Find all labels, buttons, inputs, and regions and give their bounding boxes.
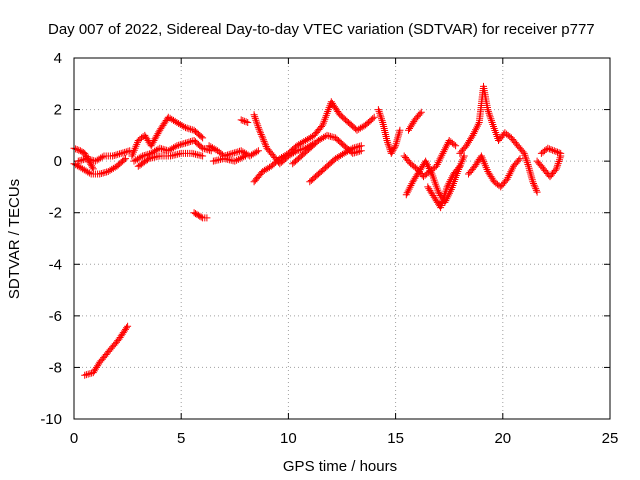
y-tick-label: -6 bbox=[49, 308, 62, 325]
data-point-cluster bbox=[134, 149, 207, 170]
data-points bbox=[70, 82, 565, 379]
data-point-cluster bbox=[209, 152, 249, 165]
data-point-cluster bbox=[289, 131, 365, 168]
x-tick-label: 0 bbox=[70, 430, 78, 447]
data-point-cluster bbox=[456, 82, 502, 157]
data-point-cluster bbox=[237, 116, 252, 126]
grid bbox=[74, 58, 610, 419]
x-tick-label: 25 bbox=[602, 430, 619, 447]
data-point-cluster bbox=[190, 209, 211, 222]
y-tick-label: -4 bbox=[49, 256, 62, 273]
x-tick-label: 20 bbox=[494, 430, 511, 447]
data-point-cluster bbox=[374, 106, 404, 157]
data-point-cluster bbox=[405, 108, 425, 134]
data-point-cluster bbox=[128, 113, 207, 160]
y-tick-label: 2 bbox=[54, 102, 62, 119]
data-point-cluster bbox=[537, 144, 565, 157]
x-tick-label: 10 bbox=[280, 430, 297, 447]
y-axis-label: SDTVAR / TECUs bbox=[6, 179, 23, 299]
y-tick-label: 0 bbox=[54, 153, 62, 170]
data-point-cluster bbox=[465, 152, 524, 191]
plot-frame bbox=[73, 57, 611, 420]
y-tick-label: -2 bbox=[49, 205, 62, 222]
x-tick-label: 15 bbox=[387, 430, 404, 447]
data-point-cluster bbox=[533, 152, 565, 181]
x-axis-label: GPS time / hours bbox=[283, 458, 397, 475]
y-tick-label: 4 bbox=[54, 50, 62, 67]
data-point-cluster bbox=[74, 147, 134, 165]
data-point-cluster bbox=[81, 322, 132, 379]
data-point-cluster bbox=[250, 98, 378, 186]
data-point-cluster bbox=[205, 142, 262, 160]
y-tick-label: -8 bbox=[49, 359, 62, 376]
data-point-cluster bbox=[306, 142, 365, 186]
data-point-cluster bbox=[495, 129, 541, 196]
y-tick-label: -10 bbox=[40, 411, 62, 428]
x-tick-label: 5 bbox=[177, 430, 185, 447]
chart-title: Day 007 of 2022, Sidereal Day-to-day VTE… bbox=[48, 21, 595, 38]
data-point-cluster bbox=[130, 137, 215, 165]
data-point-cluster bbox=[424, 162, 464, 212]
